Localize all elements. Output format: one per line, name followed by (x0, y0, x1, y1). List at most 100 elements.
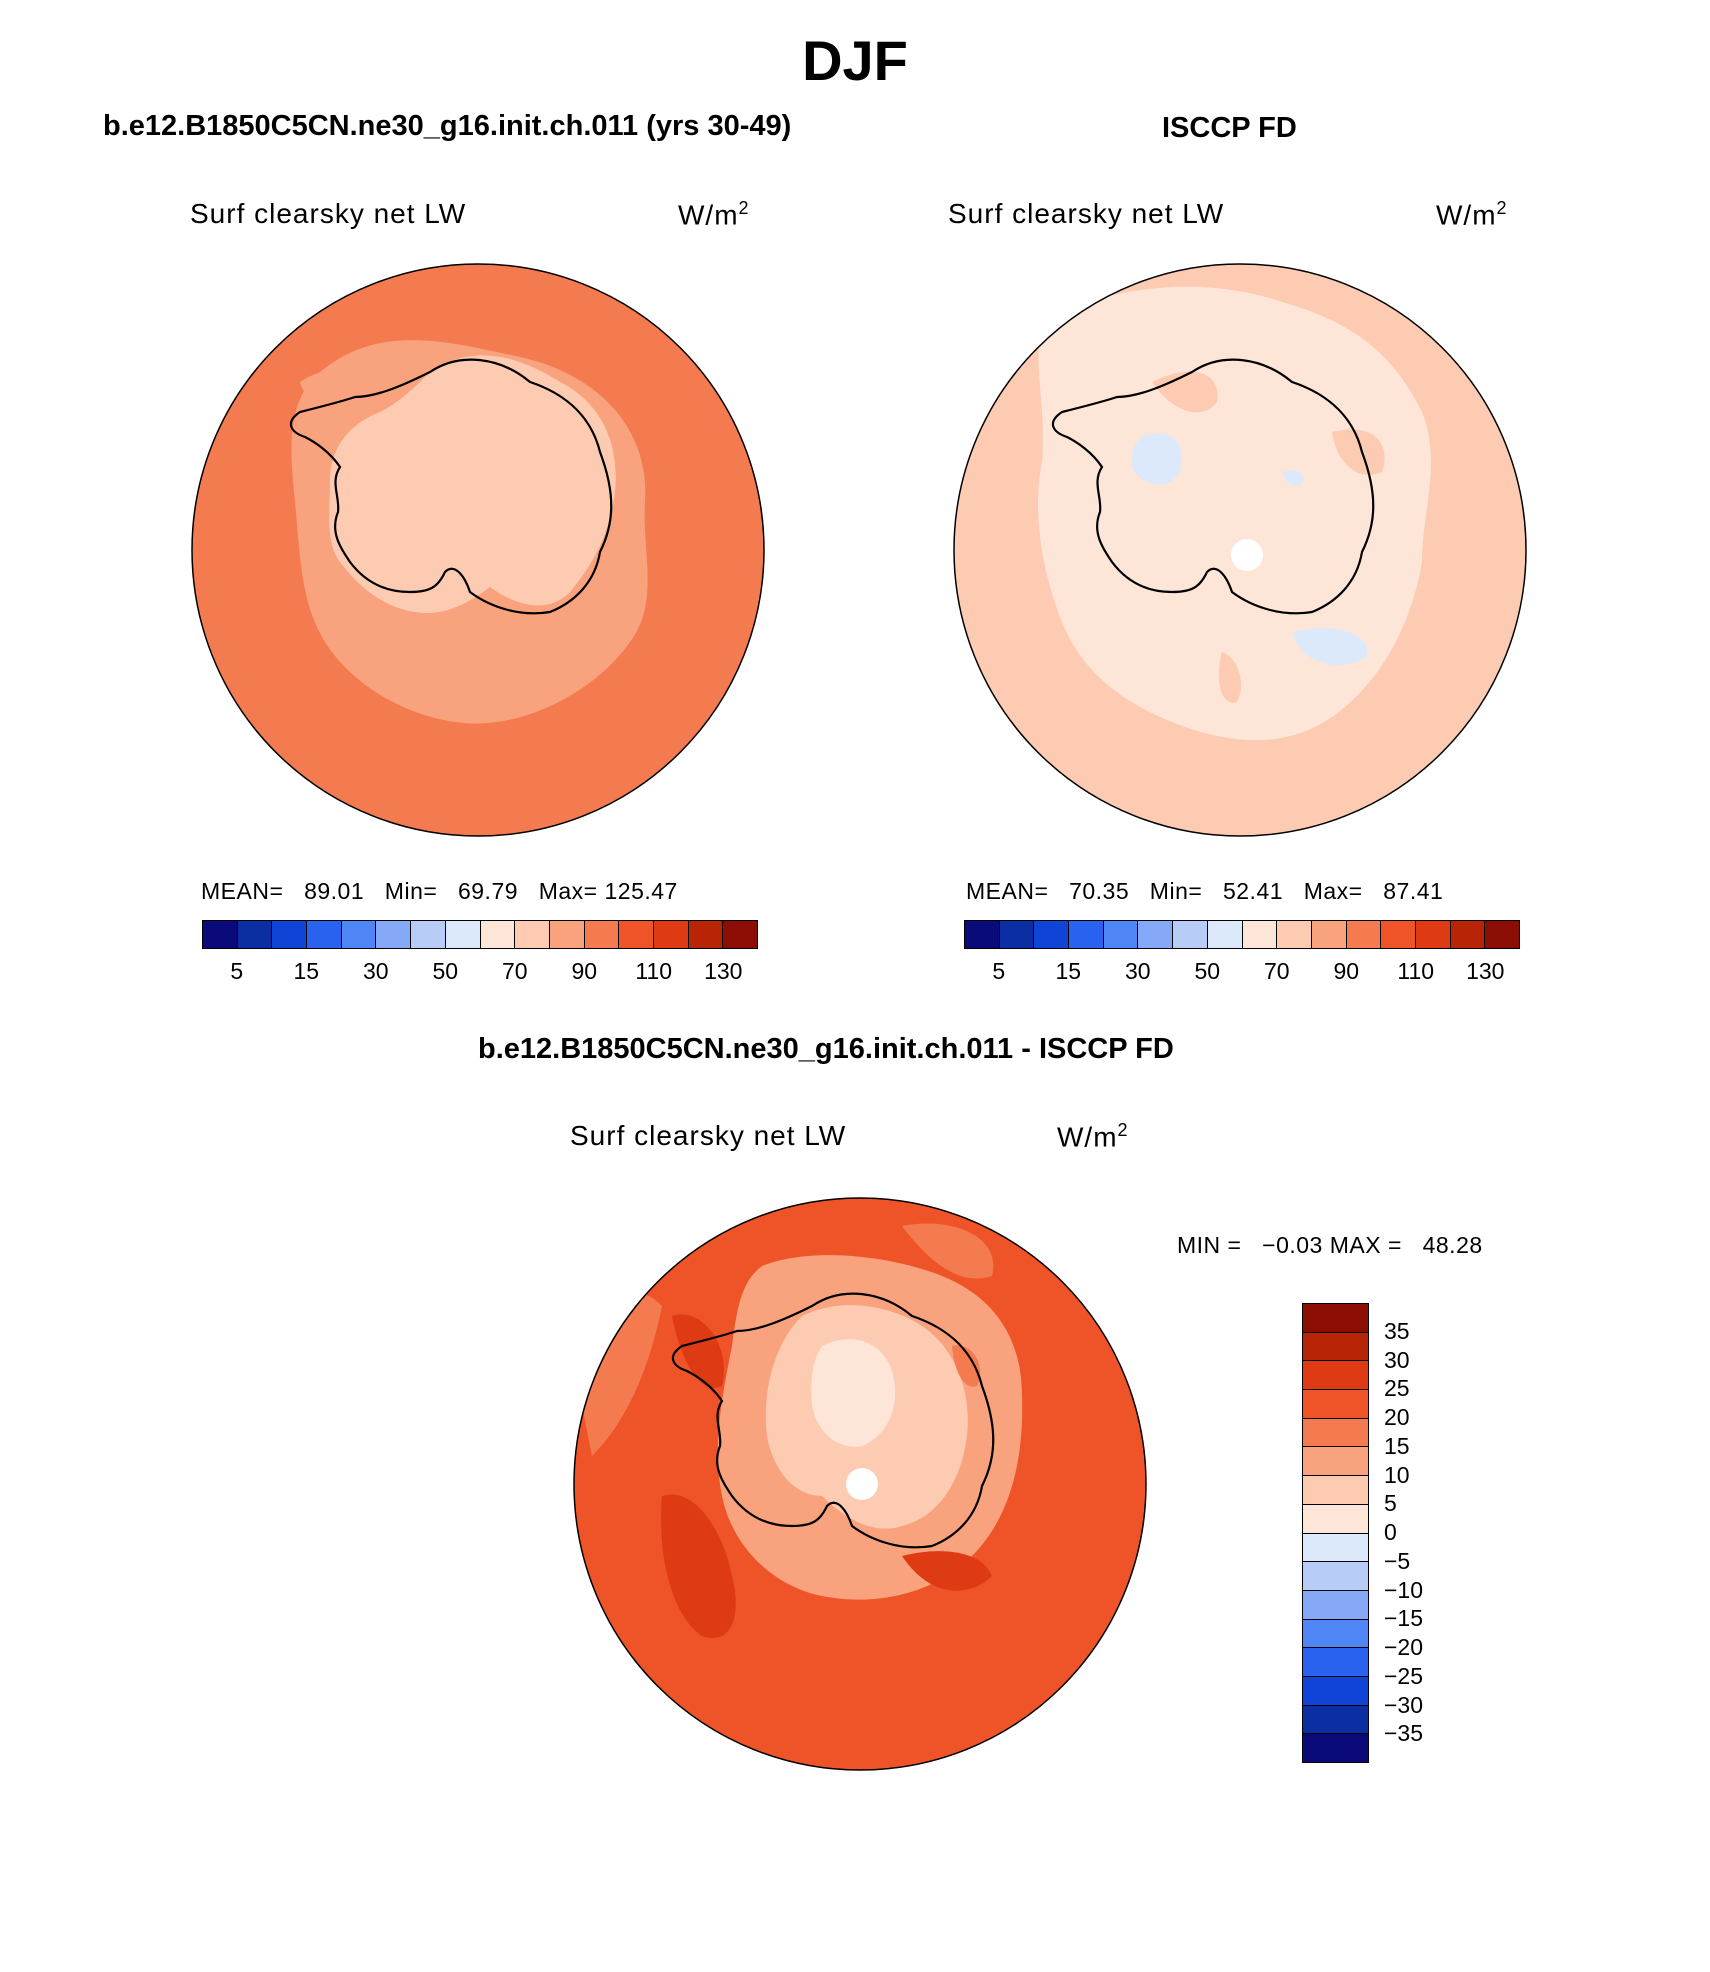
model-colorbar-ticks: 5 15 30 50 70 90 110 130 (202, 958, 758, 988)
colorbar-swatch (1303, 1418, 1368, 1448)
obs-colorbar-ticks: 5 15 30 50 70 90 110 130 (964, 958, 1520, 988)
colorbar-swatch (549, 921, 585, 948)
colorbar-swatch (1346, 921, 1382, 948)
diff-colorbar (1302, 1303, 1369, 1763)
colorbar-tick-label: 90 (1333, 958, 1360, 984)
colorbar-tick-label: 5 (230, 958, 244, 984)
model-panel-title: b.e12.B1850C5CN.ne30_g16.init.ch.011 (yr… (103, 110, 792, 142)
colorbar-tick-label: −25 (1384, 1662, 1424, 1689)
colorbar-tick-label: 30 (362, 958, 389, 984)
colorbar-tick-label: 110 (635, 958, 673, 984)
colorbar-tick-label: −15 (1384, 1605, 1424, 1632)
colorbar-swatch (1303, 1648, 1368, 1677)
colorbar-swatch (1303, 1676, 1368, 1706)
colorbar-swatch (376, 921, 412, 948)
colorbar-tick-label: 50 (432, 958, 459, 984)
model-colorbar (202, 920, 758, 949)
colorbar-swatch (1303, 1332, 1368, 1362)
colorbar-tick-label: 5 (1384, 1490, 1397, 1517)
diff-colorbar-ticks: 35 30 25 20 15 10 5 0 −5 −10 −15 −20 −25 −30 −35 (1384, 1303, 1464, 1763)
colorbar-swatch (1415, 921, 1451, 948)
colorbar-swatch (1311, 921, 1347, 948)
colorbar-swatch (1277, 921, 1312, 948)
colorbar-tick-label: 70 (501, 958, 528, 984)
colorbar-swatch (1207, 921, 1243, 948)
colorbar-tick-label: 90 (571, 958, 598, 984)
colorbar-swatch (1069, 921, 1104, 948)
colorbar-swatch (1485, 921, 1519, 948)
colorbar-swatch (653, 921, 689, 948)
colorbar-tick-label: 0 (1384, 1519, 1397, 1545)
colorbar-tick-label: 10 (1384, 1461, 1410, 1488)
colorbar-tick-label: 110 (1397, 958, 1435, 984)
colorbar-swatch (1303, 1619, 1368, 1649)
obs-variable-label: Surf clearsky net LW (948, 198, 1225, 229)
model-polar-map (191, 263, 765, 837)
colorbar-tick-label: −10 (1384, 1576, 1424, 1603)
diff-minmax: MIN = −0.03 MAX = 48.28 (1177, 1232, 1483, 1258)
model-stats: MEAN= 89.01 Min= 69.79 Max= 125.47 (201, 878, 678, 904)
diff-variable-label: Surf clearsky net LW (570, 1120, 847, 1151)
colorbar-tick-label: 20 (1384, 1404, 1410, 1430)
colorbar-tick-label: 30 (1124, 958, 1151, 984)
colorbar-tick-label: 15 (293, 958, 320, 984)
colorbar-swatch (341, 921, 377, 948)
obs-stats: MEAN= 70.35 Min= 52.41 Max= 87.41 (966, 878, 1444, 904)
colorbar-swatch (1303, 1705, 1368, 1735)
colorbar-swatch (1173, 921, 1208, 948)
colorbar-swatch (411, 921, 446, 948)
colorbar-tick-label: 5 (992, 958, 1006, 984)
colorbar-swatch (1450, 921, 1486, 948)
colorbar-swatch (515, 921, 550, 948)
colorbar-swatch (1103, 921, 1139, 948)
colorbar-tick-label: 70 (1263, 958, 1290, 984)
colorbar-tick-label: −35 (1384, 1720, 1424, 1747)
colorbar-swatch (1138, 921, 1174, 948)
colorbar-tick-label: 15 (1055, 958, 1082, 984)
colorbar-tick-label: 130 (704, 958, 743, 984)
colorbar-swatch (1303, 1447, 1368, 1477)
colorbar-swatch (1303, 1734, 1368, 1762)
colorbar-swatch (723, 921, 757, 948)
obs-polar-map (953, 263, 1527, 837)
colorbar-tick-label: −30 (1384, 1691, 1424, 1718)
colorbar-tick-label: 30 (1384, 1346, 1410, 1373)
colorbar-swatch (1034, 921, 1070, 948)
obs-colorbar (964, 920, 1520, 949)
colorbar-swatch (584, 921, 620, 948)
colorbar-swatch (1303, 1390, 1368, 1419)
colorbar-swatch (999, 921, 1035, 948)
colorbar-swatch (445, 921, 481, 948)
colorbar-swatch (1303, 1590, 1368, 1620)
colorbar-swatch (1303, 1562, 1368, 1591)
colorbar-tick-label: 35 (1384, 1317, 1410, 1344)
colorbar-swatch (203, 921, 238, 948)
colorbar-swatch (480, 921, 516, 948)
model-variable-label: Surf clearsky net LW (190, 198, 467, 229)
colorbar-swatch (1381, 921, 1416, 948)
colorbar-swatch (619, 921, 654, 948)
colorbar-tick-label: 50 (1194, 958, 1221, 984)
colorbar-swatch (237, 921, 273, 948)
colorbar-swatch (1303, 1304, 1368, 1333)
diff-panel-title: b.e12.B1850C5CN.ne30_g16.init.ch.011 - I… (478, 1033, 1174, 1065)
colorbar-swatch (1242, 921, 1278, 948)
figure-title: DJF (802, 29, 908, 92)
colorbar-swatch (1303, 1361, 1368, 1391)
colorbar-swatch (307, 921, 342, 948)
diff-polar-map (573, 1197, 1147, 1771)
obs-units-label: W/m2 (1436, 198, 1508, 231)
colorbar-tick-label: −5 (1384, 1547, 1411, 1574)
colorbar-swatch (1303, 1504, 1368, 1534)
colorbar-tick-label: 130 (1466, 958, 1505, 984)
colorbar-swatch (1303, 1533, 1368, 1563)
colorbar-tick-label: 25 (1384, 1375, 1410, 1402)
diff-units-label: W/m2 (1057, 1120, 1129, 1153)
colorbar-tick-label: −20 (1384, 1634, 1424, 1660)
colorbar-swatch (688, 921, 724, 948)
colorbar-tick-label: 15 (1384, 1432, 1410, 1459)
obs-panel-title: ISCCP FD (1162, 112, 1297, 144)
colorbar-swatch (965, 921, 1000, 948)
model-units-label: W/m2 (678, 198, 750, 231)
colorbar-swatch (1303, 1476, 1368, 1505)
